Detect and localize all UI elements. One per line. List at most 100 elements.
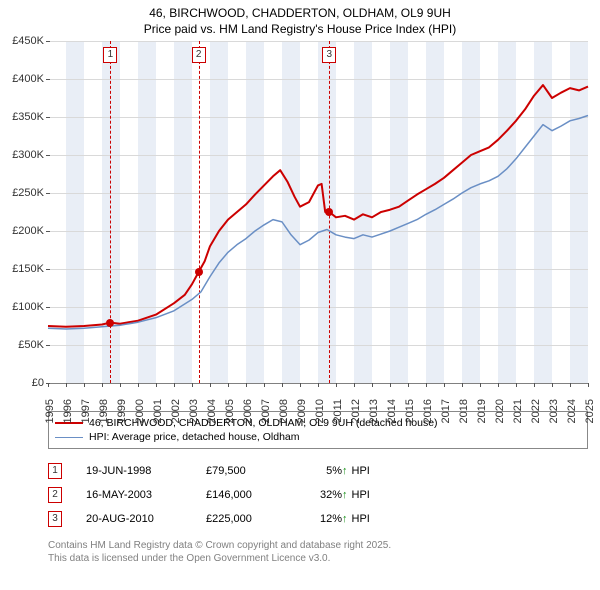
- x-tick-label: 2023: [548, 399, 560, 423]
- x-tick-label: 2001: [152, 399, 164, 423]
- y-tick-label: £50K: [0, 339, 44, 351]
- title-line1: 46, BIRCHWOOD, CHADDERTON, OLDHAM, OL9 9…: [0, 6, 600, 22]
- sales-table: 119-JUN-1998£79,5005% ↑ HPI216-MAY-2003£…: [48, 459, 588, 531]
- x-tick-label: 1996: [62, 399, 74, 423]
- footer-line2: This data is licensed under the Open Gov…: [48, 552, 588, 565]
- x-tick-label: 2010: [314, 399, 326, 423]
- x-tick-mark: [102, 383, 103, 387]
- sale-row-marker: 1: [48, 463, 62, 479]
- legend-label: HPI: Average price, detached house, Oldh…: [89, 431, 300, 443]
- x-tick-label: 2011: [332, 399, 344, 423]
- y-tick-label: £350K: [0, 111, 44, 123]
- footer-line1: Contains HM Land Registry data © Crown c…: [48, 539, 588, 552]
- x-tick-label: 2020: [494, 399, 506, 423]
- sale-date: 16-MAY-2003: [86, 489, 206, 501]
- sale-date: 19-JUN-1998: [86, 465, 206, 477]
- x-tick-mark: [372, 383, 373, 387]
- x-tick-label: 2002: [170, 399, 182, 423]
- x-tick-mark: [444, 383, 445, 387]
- sale-hpi-label: HPI: [352, 465, 370, 477]
- y-tick-label: £150K: [0, 263, 44, 275]
- sale-price: £146,000: [206, 489, 296, 501]
- series-line-price_paid: [48, 85, 588, 327]
- x-tick-mark: [318, 383, 319, 387]
- sale-pct: 12%: [296, 513, 342, 525]
- y-tick-label: £250K: [0, 187, 44, 199]
- x-tick-label: 2000: [134, 399, 146, 423]
- sale-row: 119-JUN-1998£79,5005% ↑ HPI: [48, 459, 588, 483]
- sale-row: 2 16-MAY-2003£146,00032% ↑ HPI: [48, 483, 588, 507]
- x-tick-label: 1995: [44, 399, 56, 423]
- sale-hpi-label: HPI: [352, 489, 370, 501]
- chart-title: 46, BIRCHWOOD, CHADDERTON, OLDHAM, OL9 9…: [0, 0, 600, 41]
- x-tick-mark: [174, 383, 175, 387]
- x-tick-mark: [498, 383, 499, 387]
- x-tick-label: 2015: [404, 399, 416, 423]
- x-tick-label: 2016: [422, 399, 434, 423]
- title-line2: Price paid vs. HM Land Registry's House …: [0, 22, 600, 38]
- sale-hpi-label: HPI: [352, 513, 370, 525]
- x-tick-label: 2009: [296, 399, 308, 423]
- x-tick-mark: [246, 383, 247, 387]
- y-tick-label: £200K: [0, 225, 44, 237]
- x-tick-label: 2017: [440, 399, 452, 423]
- legend-swatch: [55, 437, 83, 438]
- series-line-hpi: [48, 116, 588, 330]
- sale-price: £225,000: [206, 513, 296, 525]
- chart-area: £0£50K£100K£150K£200K£250K£300K£350K£400…: [48, 41, 588, 411]
- sale-dot: [195, 268, 203, 276]
- x-tick-label: 1997: [80, 399, 92, 423]
- x-tick-mark: [426, 383, 427, 387]
- x-tick-label: 1998: [98, 399, 110, 423]
- x-tick-label: 2013: [368, 399, 380, 423]
- y-tick-label: £0: [0, 377, 44, 389]
- x-tick-mark: [264, 383, 265, 387]
- sale-pct: 32%: [296, 489, 342, 501]
- x-tick-mark: [552, 383, 553, 387]
- x-tick-mark: [192, 383, 193, 387]
- x-tick-label: 2022: [530, 399, 542, 423]
- x-tick-label: 2003: [188, 399, 200, 423]
- sale-date: 20-AUG-2010: [86, 513, 206, 525]
- x-tick-mark: [516, 383, 517, 387]
- x-tick-label: 2021: [512, 399, 524, 423]
- x-tick-mark: [48, 383, 49, 387]
- x-tick-label: 2024: [566, 399, 578, 423]
- x-tick-mark: [390, 383, 391, 387]
- x-tick-mark: [408, 383, 409, 387]
- x-tick-mark: [156, 383, 157, 387]
- footer-attribution: Contains HM Land Registry data © Crown c…: [48, 539, 588, 565]
- legend-item: HPI: Average price, detached house, Oldh…: [55, 430, 581, 444]
- x-tick-label: 1999: [116, 399, 128, 423]
- sale-row: 320-AUG-2010£225,00012% ↑ HPI: [48, 507, 588, 531]
- sale-dot: [325, 208, 333, 216]
- x-tick-mark: [120, 383, 121, 387]
- x-tick-mark: [300, 383, 301, 387]
- x-tick-mark: [138, 383, 139, 387]
- x-tick-mark: [210, 383, 211, 387]
- x-tick-label: 2007: [260, 399, 272, 423]
- x-tick-label: 2018: [458, 399, 470, 423]
- x-tick-label: 2012: [350, 399, 362, 423]
- plot-area: £0£50K£100K£150K£200K£250K£300K£350K£400…: [48, 41, 588, 383]
- x-tick-label: 2008: [278, 399, 290, 423]
- y-tick-label: £300K: [0, 149, 44, 161]
- x-tick-mark: [66, 383, 67, 387]
- sale-dot: [106, 319, 114, 327]
- up-arrow-icon: ↑: [342, 489, 348, 501]
- x-tick-mark: [570, 383, 571, 387]
- series-svg: [48, 41, 588, 383]
- up-arrow-icon: ↑: [342, 465, 348, 477]
- sale-row-marker: 2: [48, 487, 62, 503]
- y-tick-label: £400K: [0, 73, 44, 85]
- sale-price: £79,500: [206, 465, 296, 477]
- x-tick-label: 2025: [584, 399, 596, 423]
- x-tick-label: 2005: [224, 399, 236, 423]
- x-tick-mark: [84, 383, 85, 387]
- y-tick-label: £100K: [0, 301, 44, 313]
- x-tick-mark: [480, 383, 481, 387]
- sale-row-marker: 3: [48, 511, 62, 527]
- x-tick-mark: [588, 383, 589, 387]
- x-tick-mark: [462, 383, 463, 387]
- x-tick-mark: [228, 383, 229, 387]
